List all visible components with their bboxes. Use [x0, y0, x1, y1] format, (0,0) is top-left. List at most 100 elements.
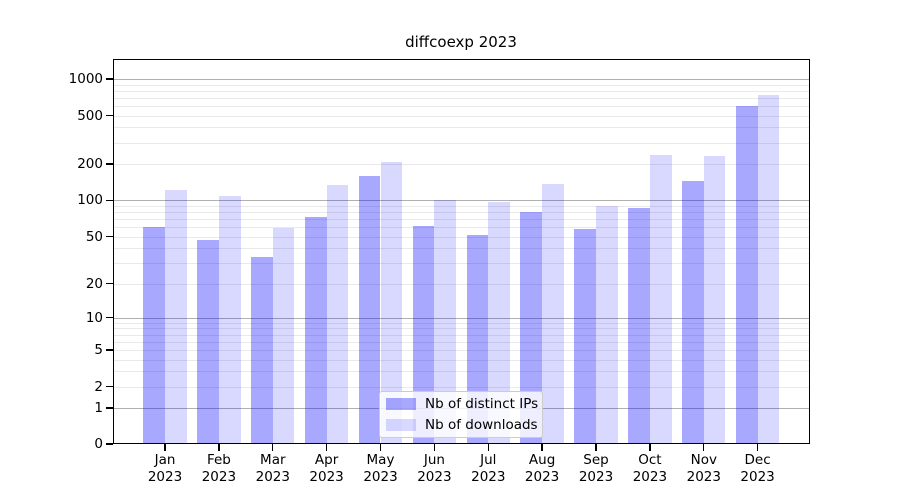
x-tick-label: Jan 2023 — [147, 452, 183, 485]
y-tick — [106, 385, 113, 388]
bar-downloads — [272, 228, 295, 444]
legend: Nb of distinct IPs Nb of downloads — [379, 391, 543, 438]
gridline-minor — [113, 90, 810, 92]
gridline-minor — [113, 84, 810, 86]
x-tick-label: Jul 2023 — [471, 452, 506, 485]
y-tick-label: 1 — [94, 400, 103, 416]
gridline-minor — [113, 359, 810, 361]
bar-downloads — [649, 154, 672, 444]
gridline-minor — [113, 127, 810, 129]
y-tick — [106, 199, 113, 202]
gridline-minor — [113, 283, 810, 285]
y-tick-label: 100 — [77, 192, 103, 209]
x-tick — [649, 444, 651, 451]
bar-downloads — [596, 205, 618, 444]
x-tick-label: Mar 2023 — [255, 452, 290, 485]
x-tick — [164, 444, 166, 451]
legend-item-distinct-ips: Nb of distinct IPs — [386, 396, 539, 413]
x-tick — [595, 444, 597, 451]
gridline-minor — [113, 349, 810, 351]
x-tick — [541, 444, 543, 451]
bar-downloads — [703, 156, 726, 444]
bar-distinct-ips — [735, 106, 758, 444]
gridline-minor — [113, 386, 810, 388]
x-tick-label: Jun 2023 — [417, 452, 452, 485]
bar-downloads — [757, 95, 780, 444]
x-tick-label: Nov 2023 — [686, 452, 721, 485]
bar-downloads — [434, 200, 457, 444]
gridline-minor — [113, 236, 810, 238]
x-tick-label: Dec 2023 — [740, 452, 775, 485]
y-tick — [106, 407, 113, 409]
x-tick — [379, 444, 382, 451]
y-tick — [106, 78, 113, 80]
gridline-minor — [113, 97, 810, 99]
gridline-minor — [113, 334, 810, 336]
bar-distinct-ips — [143, 227, 165, 444]
gridline-minor — [113, 205, 810, 207]
y-tick — [106, 317, 113, 319]
bar-downloads — [165, 190, 187, 444]
legend-label-distinct-ips: Nb of distinct IPs — [425, 396, 539, 413]
gridline-minor — [113, 115, 810, 117]
gridline-minor — [113, 262, 810, 264]
x-tick-label: Oct 2023 — [632, 452, 668, 485]
gridline-minor — [113, 212, 810, 214]
legend-label-downloads: Nb of downloads — [425, 416, 538, 433]
gridline-major — [113, 317, 810, 319]
x-tick-label: Feb 2023 — [201, 452, 237, 485]
y-tick — [106, 114, 113, 117]
x-tick — [325, 444, 328, 451]
y-tick-label: 2 — [94, 378, 103, 395]
x-tick — [433, 444, 436, 451]
gridline-minor — [113, 219, 810, 221]
y-tick-label: 1000 — [68, 71, 103, 87]
x-tick — [272, 444, 274, 451]
bar-distinct-ips — [304, 216, 327, 444]
gridline-major — [113, 79, 810, 80]
plot-area — [113, 59, 810, 444]
x-tick-label: Apr 2023 — [309, 452, 344, 485]
gridline-major — [113, 200, 810, 202]
x-tick-label: Aug 2023 — [524, 452, 560, 485]
bar-distinct-ips — [520, 212, 543, 444]
gridline-minor — [113, 142, 810, 144]
gridline-minor — [113, 106, 810, 107]
y-tick — [106, 235, 113, 238]
gridline-minor — [113, 164, 810, 165]
y-tick-label: 200 — [77, 156, 103, 172]
bar-downloads — [542, 184, 564, 444]
bar-distinct-ips — [197, 239, 219, 444]
y-tick-label: 20 — [85, 275, 103, 292]
x-tick-label: May 2023 — [363, 452, 398, 485]
y-tick-label: 500 — [77, 107, 103, 124]
y-tick-label: 50 — [85, 228, 103, 245]
bar-downloads — [488, 202, 510, 444]
y-tick-label: 10 — [85, 309, 103, 326]
x-tick — [218, 444, 220, 451]
bar-distinct-ips — [358, 175, 381, 444]
gridline-minor — [113, 248, 810, 250]
bar-distinct-ips — [251, 256, 273, 444]
x-tick — [703, 444, 705, 451]
y-tick-label: 0 — [94, 436, 103, 452]
bar-distinct-ips — [628, 207, 650, 444]
gridline-minor — [113, 322, 810, 324]
legend-swatch-downloads-icon — [386, 418, 416, 431]
bar-downloads — [218, 196, 241, 444]
y-tick-label: 5 — [94, 341, 103, 358]
x-tick — [756, 444, 759, 451]
y-tick — [106, 282, 113, 285]
gridline-minor — [113, 341, 810, 343]
bar-downloads — [380, 162, 403, 444]
bar-distinct-ips — [412, 226, 435, 444]
bar-distinct-ips — [574, 228, 596, 444]
y-tick — [106, 349, 113, 351]
y-tick — [106, 163, 113, 165]
bar-distinct-ips — [682, 180, 704, 444]
legend-item-downloads: Nb of downloads — [386, 416, 538, 434]
chart-title: diffcoexp 2023 — [405, 33, 517, 51]
gridline-minor — [113, 227, 810, 229]
y-tick — [106, 443, 113, 445]
